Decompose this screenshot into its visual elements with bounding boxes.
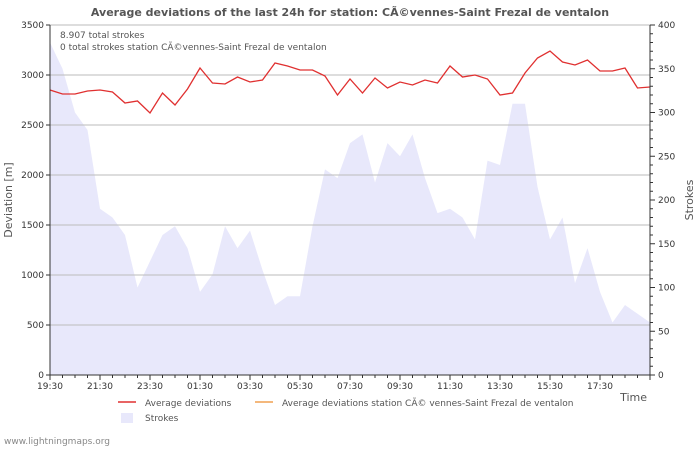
deviation-line-layer xyxy=(49,50,651,115)
x-tick-label-0330: 03:30 xyxy=(237,382,263,392)
y-right-tick-label-100: 100 xyxy=(658,284,675,294)
y-right-tick-label-150: 150 xyxy=(658,240,675,250)
x-tick-label-1530: 15:30 xyxy=(537,382,563,392)
y-tick-label-500: 500 xyxy=(27,321,44,331)
strokes-area-layer xyxy=(50,42,650,375)
legend-label-strokes: Strokes xyxy=(145,414,179,424)
x-tick-label-1930: 19:30 xyxy=(37,382,63,392)
legend-label-average-deviations: Average deviations xyxy=(145,399,232,409)
x-tick-label-0730: 07:30 xyxy=(337,382,363,392)
y-right-tick-label-300: 300 xyxy=(658,109,675,119)
legend-label-station-deviations: Average deviations station CÃ© vennes-Sa… xyxy=(282,398,574,409)
y-axis-label: Deviation [m] xyxy=(2,162,15,237)
y-right-tick-label-200: 200 xyxy=(658,196,675,206)
x-tick-label-1330: 13:30 xyxy=(487,382,513,392)
credit-link[interactable]: www.lightningmaps.org xyxy=(4,437,110,447)
y-axis-right-label: Strokes xyxy=(683,179,696,220)
y-tick-label-1500: 1500 xyxy=(21,221,44,231)
tick-labels-layer: 19:30 21:30 23:30 01:30 03:30 05:30 07:30 09:30… xyxy=(21,21,675,392)
y-tick-label-1000: 1000 xyxy=(21,271,44,281)
grid-layer xyxy=(50,24,650,326)
average-deviations-line xyxy=(49,50,651,115)
station-strokes-text: 0 total strokes station CÃ©vennes-Saint … xyxy=(60,42,327,53)
strokes-area xyxy=(50,42,650,375)
y-right-tick-label-350: 350 xyxy=(658,65,675,75)
x-tick-label-1130: 11:30 xyxy=(437,382,463,392)
legend-swatch-strokes xyxy=(121,413,133,423)
y-right-tick-label-250: 250 xyxy=(658,152,675,162)
y-tick-label-3000: 3000 xyxy=(21,71,44,81)
y-tick-label-0: 0 xyxy=(38,371,44,381)
y-right-tick-label-400: 400 xyxy=(658,21,675,31)
x-tick-label-1730: 17:30 xyxy=(587,382,613,392)
y-right-tick-label-50: 50 xyxy=(658,327,670,337)
x-tick-label-2330: 23:30 xyxy=(137,382,163,392)
x-tick-label-0930: 09:30 xyxy=(387,382,413,392)
y-tick-label-3500: 3500 xyxy=(21,21,44,31)
y-tick-label-2500: 2500 xyxy=(21,121,44,131)
x-tick-label-0530: 05:30 xyxy=(287,382,313,392)
legend: Average deviations Average deviations st… xyxy=(118,398,574,424)
chart-title: Average deviations of the last 24h for s… xyxy=(91,6,609,19)
axes-layer xyxy=(46,24,655,380)
total-strokes-text: 8.907 total strokes xyxy=(60,31,145,41)
x-tick-label-2130: 21:30 xyxy=(87,382,113,392)
y-tick-label-2000: 2000 xyxy=(21,171,44,181)
y-right-tick-label-0: 0 xyxy=(658,371,664,381)
x-tick-label-0130: 01:30 xyxy=(187,382,213,392)
x-axis-label: Time xyxy=(619,391,647,404)
